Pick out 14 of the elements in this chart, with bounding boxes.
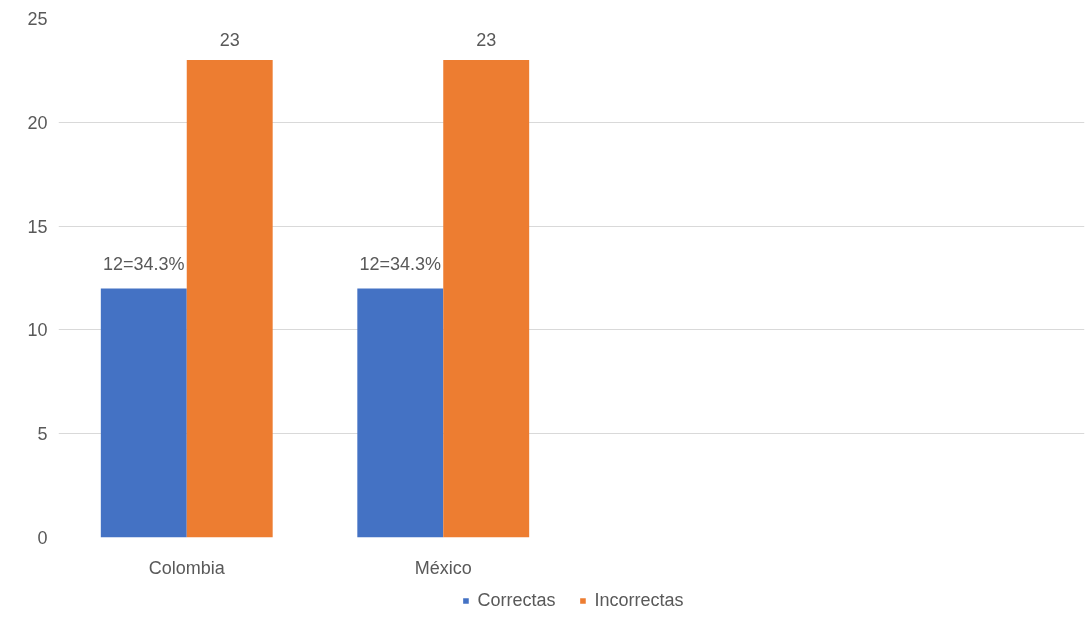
y-tick-label: 10: [27, 320, 48, 341]
y-tick-label: 0: [37, 528, 48, 548]
y-tick-label: 20: [27, 112, 48, 133]
y-tick-label: 25: [27, 9, 48, 29]
y-tick-label: 15: [27, 216, 48, 237]
data-label: 23: [476, 30, 497, 51]
legend-label: Correctas: [477, 589, 556, 611]
data-label: 12=34.3%: [359, 254, 442, 275]
data-label: 12=34.3%: [103, 254, 185, 275]
x-tick-label: Colombia: [148, 557, 226, 578]
x-tick-label: México: [414, 557, 472, 578]
legend-label: Incorrectas: [594, 589, 684, 611]
data-label: 23: [219, 30, 240, 51]
y-tick-label: 5: [37, 424, 48, 445]
